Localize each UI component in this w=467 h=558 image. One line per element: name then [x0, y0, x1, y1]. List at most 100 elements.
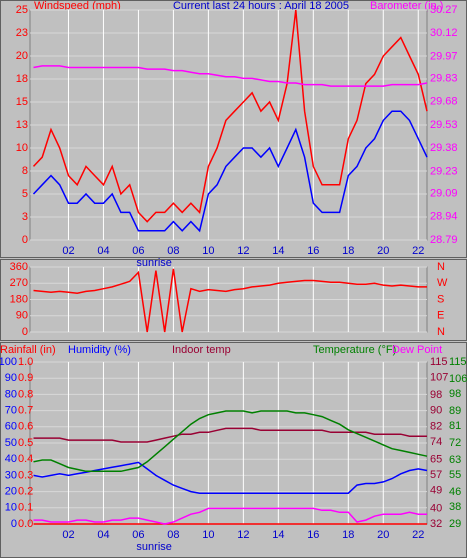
y2-tick-label: S — [437, 293, 444, 305]
y2-tick-label: 57 — [430, 469, 442, 481]
data-line — [33, 427, 427, 443]
x-tick-label: 22 — [412, 529, 424, 541]
x-tick-label: 22 — [412, 245, 424, 257]
y2-tick-label: 82 — [430, 420, 442, 432]
x-tick-label: 04 — [97, 529, 109, 541]
legend-label: Rainfall (in) — [0, 344, 56, 356]
y-tick-label: 23 — [16, 27, 28, 39]
y2-tick-label: 28.79 — [430, 234, 458, 246]
y-tick-label: 0 — [22, 234, 28, 246]
y4-tick-label: 0.6 — [18, 421, 33, 433]
y4-tick-label: 0.5 — [18, 437, 33, 449]
y2-tick-label: 29.68 — [430, 96, 458, 108]
y3-tick-label: 72 — [449, 437, 461, 449]
y-tick-label: 90 — [5, 372, 17, 384]
y4-tick-label: 0.8 — [18, 388, 33, 400]
data-line — [33, 507, 427, 525]
y-tick-label: 60 — [5, 421, 17, 433]
legend-label: Humidity (%) — [68, 344, 131, 356]
x-tick-label: 04 — [97, 245, 109, 257]
y3-tick-label: 81 — [449, 420, 461, 432]
y-tick-label: 3 — [22, 211, 28, 223]
x-tick-label: 08 — [167, 245, 179, 257]
y2-tick-label: 65 — [430, 453, 442, 465]
y2-tick-label: 74 — [430, 436, 442, 448]
y3-tick-label: 115 — [449, 356, 467, 368]
y-tick-label: 10 — [5, 502, 17, 514]
x-tick-label: 10 — [202, 245, 214, 257]
x-tick-label: 16 — [307, 529, 319, 541]
y3-tick-label: 55 — [449, 469, 461, 481]
x-tick-label: 06 — [132, 529, 144, 541]
y4-tick-label: 0.4 — [18, 453, 33, 465]
x-tick-label: 12 — [237, 245, 249, 257]
y3-tick-label: 98 — [449, 388, 461, 400]
y2-tick-label: 29.38 — [430, 142, 458, 154]
y2-tick-label: 107 — [430, 372, 448, 384]
y-tick-label: 10 — [16, 142, 28, 154]
x-tick-label: 14 — [272, 245, 284, 257]
annotation: sunrise — [136, 257, 171, 269]
x-tick-label: 02 — [62, 529, 74, 541]
y-tick-label: 30 — [5, 469, 17, 481]
y-tick-label: 5 — [22, 188, 28, 200]
y2-tick-label: 29.53 — [430, 119, 458, 131]
data-line — [33, 461, 428, 494]
y-tick-label: 80 — [5, 388, 17, 400]
y3-tick-label: 38 — [449, 501, 461, 513]
y-tick-label: 100 — [0, 356, 17, 368]
y-tick-label: 360 — [10, 261, 28, 273]
data-line — [32, 110, 428, 233]
y3-tick-label: 29 — [449, 518, 461, 530]
y2-tick-label: W — [437, 277, 448, 289]
y4-tick-label: 0.2 — [18, 486, 33, 498]
x-tick-label: 18 — [342, 529, 354, 541]
x-tick-label: 06 — [132, 245, 144, 257]
data-line — [33, 65, 428, 87]
y4-tick-label: 0.1 — [18, 502, 33, 514]
y3-tick-label: 46 — [449, 486, 461, 498]
legend-label: Indoor temp — [172, 344, 231, 356]
x-tick-label: 18 — [342, 245, 354, 257]
y2-tick-label: N — [437, 326, 445, 338]
y2-tick-label: 40 — [430, 502, 442, 514]
y-tick-label: 90 — [16, 310, 28, 322]
y-tick-label: 180 — [10, 293, 28, 305]
data-line — [33, 410, 428, 473]
y4-tick-label: 0.3 — [18, 469, 33, 481]
y-tick-label: 15 — [16, 96, 28, 108]
y2-axis-title: Barometer (in.) — [370, 0, 443, 12]
y4-tick-label: 1.0 — [18, 356, 33, 368]
y2-tick-label: 29.97 — [430, 51, 458, 63]
y-tick-label: 25 — [16, 4, 28, 16]
y2-tick-label: 29.83 — [430, 72, 458, 84]
annotation: sunrise — [136, 541, 171, 553]
x-tick-label: 16 — [307, 245, 319, 257]
y-axis-title: Windspeed (mph) — [34, 0, 121, 12]
y-tick-label: 40 — [5, 453, 17, 465]
y2-tick-label: 30.27 — [430, 4, 458, 16]
y4-tick-label: 0.0 — [18, 518, 33, 530]
y2-tick-label: 32 — [430, 518, 442, 530]
chart-title: Current last 24 hours : April 18 2005 — [173, 0, 349, 12]
y3-tick-label: 89 — [449, 405, 461, 417]
y3-tick-label: 106 — [449, 373, 467, 385]
legend-label: Dew Point — [392, 344, 442, 356]
x-tick-label: 02 — [62, 245, 74, 257]
y-tick-label: 70 — [5, 405, 17, 417]
y2-tick-label: 98 — [430, 389, 442, 401]
y4-tick-label: 0.9 — [18, 372, 33, 384]
y-tick-label: 20 — [16, 50, 28, 62]
data-line — [32, 9, 428, 223]
x-tick-label: 20 — [377, 529, 389, 541]
y2-tick-label: 29.23 — [430, 166, 458, 178]
y2-tick-label: 28.94 — [430, 211, 458, 223]
y2-tick-label: N — [437, 261, 445, 273]
legend-label: Temperature (°F) — [313, 344, 396, 356]
y3-tick-label: 63 — [449, 454, 461, 466]
y-tick-label: 18 — [16, 73, 28, 85]
y-tick-label: 8 — [22, 165, 28, 177]
x-tick-label: 20 — [377, 245, 389, 257]
x-tick-label: 14 — [272, 529, 284, 541]
